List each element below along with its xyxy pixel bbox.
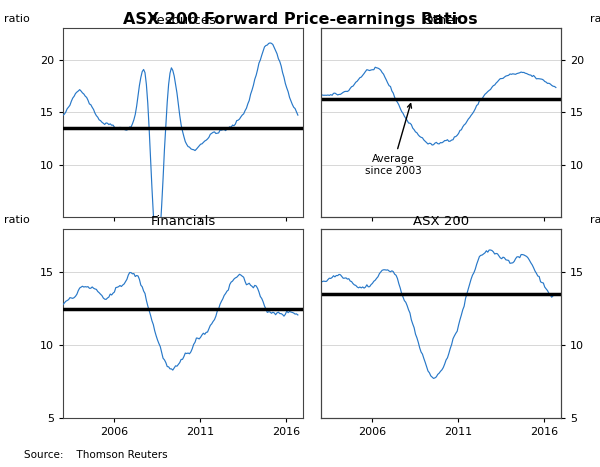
Title: ASX 200: ASX 200	[413, 215, 469, 228]
Text: ratio: ratio	[590, 14, 600, 24]
Title: Financials: Financials	[151, 215, 215, 228]
Text: Average
since 2003: Average since 2003	[365, 104, 421, 176]
Title: Resources: Resources	[149, 14, 217, 27]
Text: ratio: ratio	[590, 215, 600, 225]
Text: Source:    Thomson Reuters: Source: Thomson Reuters	[24, 450, 167, 460]
Text: ratio: ratio	[4, 14, 29, 24]
Text: ASX 200 Forward Price-earnings Ratios: ASX 200 Forward Price-earnings Ratios	[122, 12, 478, 27]
Text: ratio: ratio	[4, 215, 29, 225]
Title: Other: Other	[422, 14, 460, 27]
